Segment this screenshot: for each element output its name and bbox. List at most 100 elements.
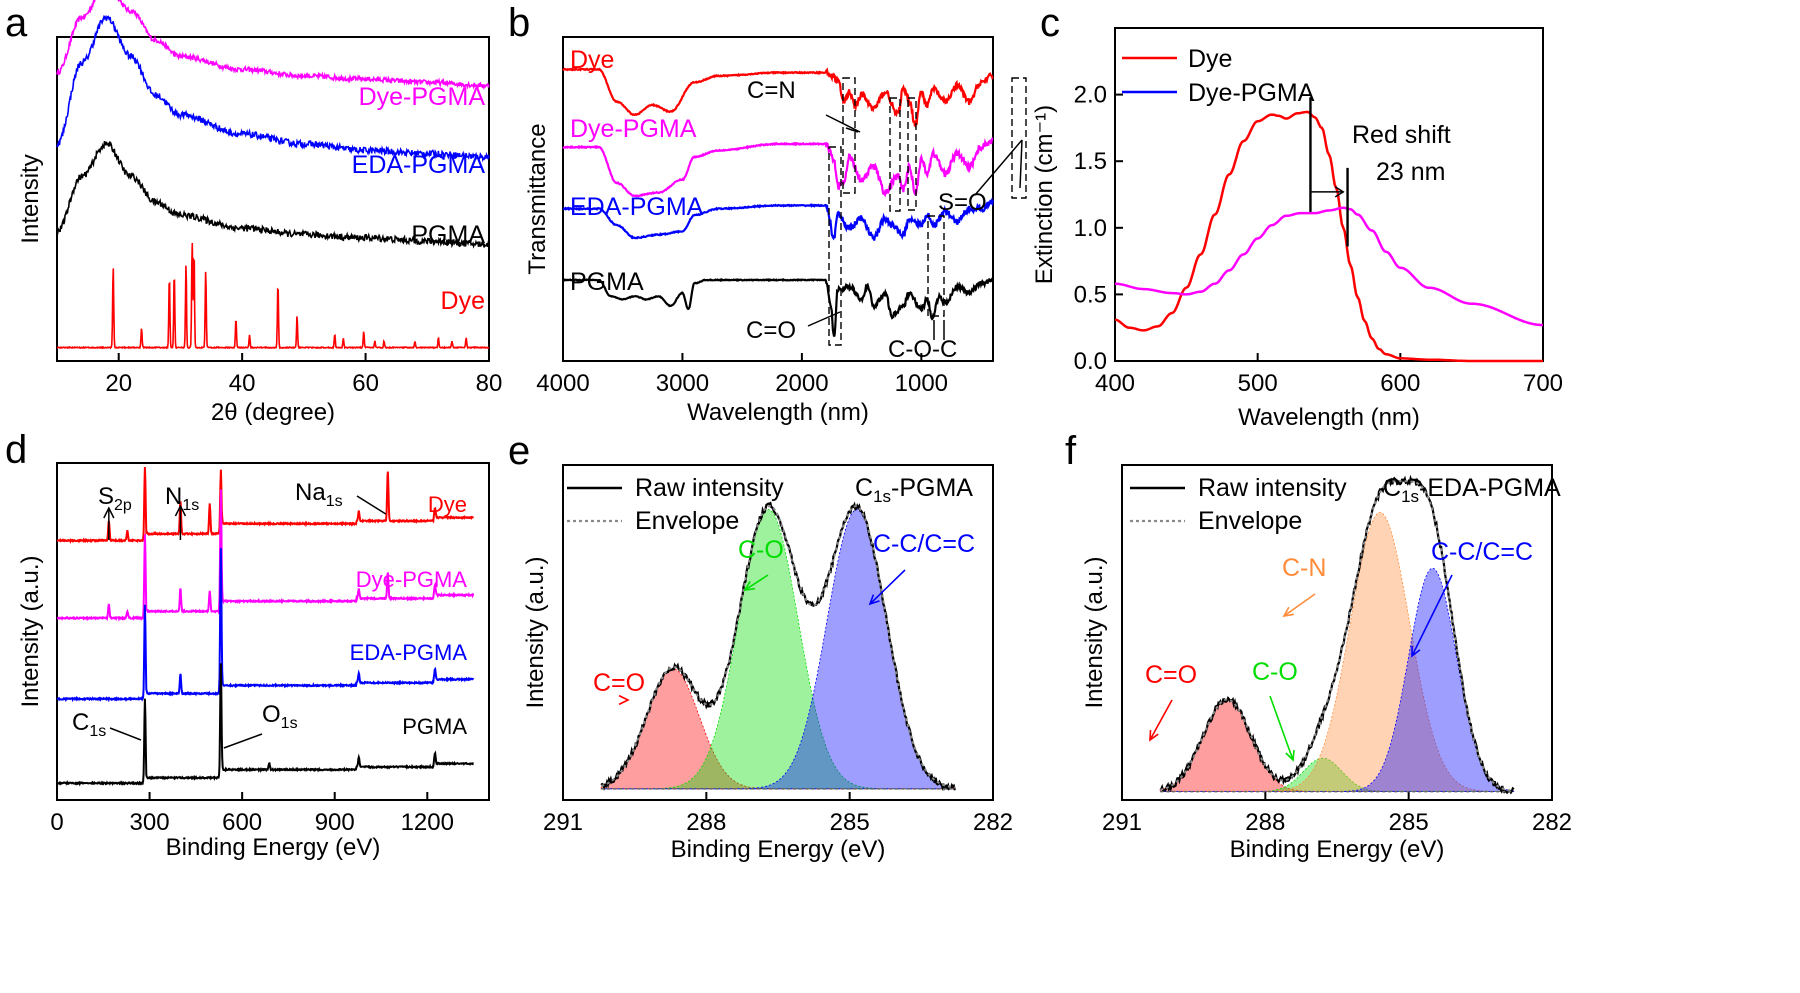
series-label: Dye	[441, 287, 485, 315]
series-line-dye	[562, 67, 994, 129]
panel-label: d	[5, 428, 27, 472]
x-tick-label: 282	[973, 809, 1013, 836]
plot-frame	[56, 462, 490, 801]
x-tick-label: 600	[1380, 370, 1420, 397]
x-tick-label: 500	[1238, 370, 1278, 397]
series-line-dye-pgma	[1114, 206, 1543, 327]
annotation: S2p	[98, 483, 132, 514]
x-tick-label: 400	[1095, 370, 1135, 397]
x-tick-label: 3000	[656, 370, 709, 397]
peak-label: C-C/C=C	[873, 530, 975, 558]
annotation-arrow	[974, 139, 1023, 196]
panel-title-part: C	[1383, 474, 1401, 502]
annotation-arrow	[223, 733, 263, 749]
annotation: C=O	[746, 317, 796, 344]
series-line-dye	[1114, 110, 1543, 363]
y-tick-label: 0.0	[1074, 348, 1107, 375]
peak-label: C-O	[1252, 658, 1298, 686]
x-tick-label: 285	[830, 809, 870, 836]
panel-title-part: 1s	[873, 487, 891, 506]
legend-label: Envelope	[1198, 507, 1302, 535]
raw-intensity-line	[600, 501, 956, 792]
x-tick-label: 80	[476, 370, 503, 397]
x-tick-label: 4000	[536, 370, 589, 397]
series-line-pgma	[56, 663, 474, 787]
series-label: PGMA	[411, 221, 485, 249]
x-tick-label: 60	[352, 370, 379, 397]
annotation: 23 nm	[1376, 158, 1445, 186]
peak-label: C-N	[1282, 554, 1326, 582]
panel-label: c	[1040, 1, 1060, 45]
peak-arrow	[1411, 574, 1453, 657]
x-axis-label: Wavelength (nm)	[687, 399, 869, 426]
annotation-arrow	[174, 504, 187, 517]
annotation: Red shift	[1352, 121, 1451, 149]
annotation: C=N	[747, 77, 796, 104]
plot-frame	[1121, 464, 1553, 801]
peak-arrow	[869, 569, 906, 605]
series-label: PGMA	[570, 268, 644, 296]
panel-title-part: C	[855, 474, 873, 502]
panel-label: a	[5, 1, 28, 45]
y-axis-label: Intensity (a.u.)	[1081, 556, 1108, 708]
series-label: EDA-PGMA	[570, 193, 704, 221]
legend-label: Raw intensity	[1198, 474, 1347, 502]
panel-title-part: -PGMA	[891, 474, 973, 502]
panel-label: b	[508, 1, 530, 45]
fit-component-c-o	[601, 509, 955, 790]
x-tick-label: 40	[229, 370, 256, 397]
series-line-dye-pgma	[56, 489, 475, 622]
annotation-arrow	[845, 127, 859, 133]
series-line-dye-pgma	[56, 0, 490, 90]
region-box	[907, 97, 917, 211]
series-line-dye-pgma	[562, 137, 994, 198]
annotation-main: O	[262, 701, 281, 728]
x-axis-label: 2θ (degree)	[211, 399, 335, 426]
plot-frame	[1114, 27, 1544, 362]
series-label: Dye-PGMA	[356, 567, 468, 592]
y-tick-label: 0.5	[1074, 281, 1107, 308]
peak-arrow	[1269, 695, 1294, 761]
series-line-eda-pgma	[56, 14, 490, 163]
annotation-subscript: 1s	[89, 723, 106, 740]
annotation-arrow	[109, 727, 142, 741]
legend-label: Envelope	[635, 507, 739, 535]
annotation-subscript: 1s	[326, 493, 343, 510]
peak-label: C-O	[738, 536, 784, 564]
region-box	[1011, 77, 1027, 199]
panel-label: f	[1065, 429, 1077, 473]
annotation-subscript: 1s	[182, 497, 199, 514]
panel-title: C1s-PGMA	[855, 474, 973, 506]
annotation: N1s	[165, 483, 199, 514]
legend-label: Raw intensity	[635, 474, 784, 502]
panel-e: e 291 288 285 282 Binding Energy (eV) Intensit…	[508, 429, 1013, 863]
fit-component-c-n	[1160, 512, 1514, 792]
peak-label: C=O	[1145, 661, 1197, 689]
fit-component-c-c/c=c	[1160, 567, 1515, 792]
panel-d: d 0 300 600 900 1200 Binding Energy (eV) Intens…	[5, 428, 490, 861]
series-label: EDA-PGMA	[350, 640, 468, 665]
shift-arrow-head	[1334, 186, 1345, 198]
peak-arrow-head	[1149, 729, 1159, 742]
y-tick-label: 1.5	[1074, 148, 1107, 175]
annotation-main: Na	[295, 479, 326, 506]
x-tick-label: 282	[1532, 809, 1572, 836]
plot-frame	[562, 36, 994, 362]
annotation-main: S	[98, 483, 114, 510]
annotation-arrow	[807, 311, 841, 327]
region-box	[828, 146, 842, 346]
panel-title: C1s-EDA-PGMA	[1383, 474, 1561, 506]
panel-c: c 400 500 600 700 0.0 0.5 1.0 1.5 2.0 Wavelength (…	[1031, 1, 1563, 431]
x-tick-label: 300	[130, 809, 170, 836]
region-box	[889, 97, 901, 212]
x-tick-label: 291	[1102, 809, 1142, 836]
x-tick-label: 2000	[775, 370, 828, 397]
series-line-dye	[56, 466, 474, 544]
series-label: Dye	[428, 492, 467, 517]
x-axis-label: Binding Energy (eV)	[1230, 836, 1445, 863]
x-tick-label: 1000	[895, 370, 948, 397]
series-line-dye	[56, 242, 490, 350]
peak-arrow-head	[1285, 749, 1295, 762]
x-axis-label: Binding Energy (eV)	[671, 836, 886, 863]
